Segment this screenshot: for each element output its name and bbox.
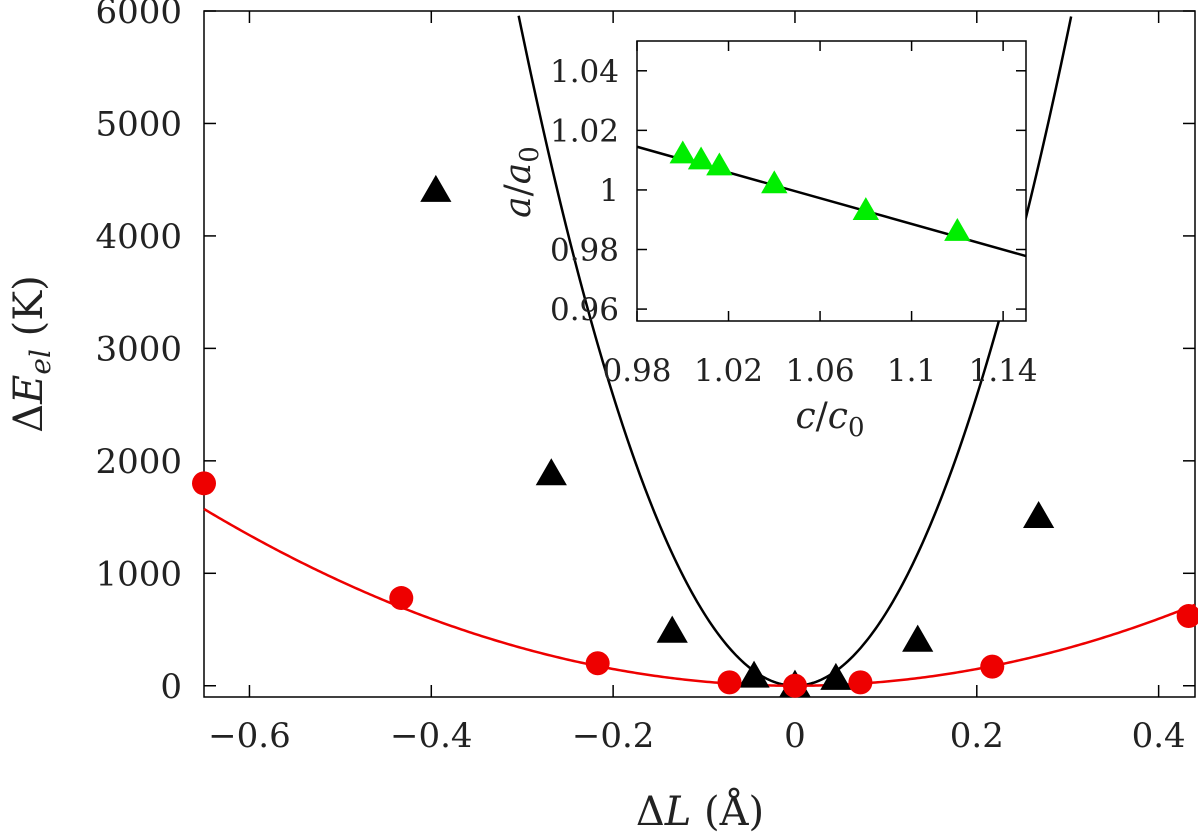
red-circles-point <box>1176 604 1198 629</box>
main-tick-marks <box>204 10 1195 697</box>
black-triangles-point <box>820 662 852 690</box>
red-circles-point <box>585 651 610 676</box>
inset-x-tick-label: 1.02 <box>694 353 763 389</box>
inset-y-tick-label: 1.04 <box>550 54 619 90</box>
main-data-points <box>192 174 1198 698</box>
red-circles-point <box>192 471 216 496</box>
inset-y-tick-label: 0.98 <box>550 233 619 269</box>
inset-data-points <box>669 140 971 241</box>
main-y-tick-label: 2000 <box>95 442 182 482</box>
black-triangles-point <box>1023 500 1055 528</box>
main-x-axis-title: ΔL (Å) <box>636 788 764 835</box>
inset-x-tick-label: 1.06 <box>786 353 855 389</box>
main-y-tick-label: 6000 <box>95 0 182 32</box>
black-triangles-point <box>420 174 452 202</box>
main-y-axis-title: ΔEel (K) <box>6 275 57 432</box>
red-circles-point <box>389 586 414 611</box>
red-circles-point <box>980 654 1005 679</box>
main-plot-frame <box>203 10 1196 698</box>
main-x-tick-label: −0.2 <box>572 716 655 756</box>
green-triangles-point <box>944 217 971 241</box>
green-triangles-point <box>761 170 788 194</box>
main-x-tick-label: 0.4 <box>1132 716 1186 756</box>
inset-x-tick-label: 0.98 <box>602 353 671 389</box>
main-y-tick-label: 4000 <box>95 217 182 257</box>
red-circles-point <box>717 670 742 695</box>
black-triangles-point <box>535 458 567 486</box>
main-y-tick-label: 1000 <box>95 554 182 594</box>
main-tick-labels: −0.6 −0.4 −0.2 0 0.2 0.4 0 1000 2000 3000 4000 5000… <box>95 0 1185 756</box>
red-circles-point <box>782 673 807 698</box>
inset-x-tick-label: 1.1 <box>887 353 936 389</box>
green-triangles-point <box>687 146 715 170</box>
inset-tick-labels: 0.98 1.02 1.06 1.1 1.14 0.96 0.98 1 1.02 1.04 <box>550 54 1038 389</box>
red-circles-point <box>848 670 873 695</box>
inset-y-tick-label: 1.02 <box>550 113 619 149</box>
main-x-tick-label: 0 <box>784 716 806 756</box>
main-y-tick-label: 3000 <box>95 329 182 369</box>
green-triangles-point <box>852 197 880 221</box>
black-triangles-point <box>738 660 770 688</box>
inset-y-tick-label: 1 <box>599 173 619 209</box>
main-y-tick-label: 5000 <box>95 104 182 144</box>
green-triangles-point <box>706 152 733 176</box>
main-x-tick-label: 0.2 <box>950 716 1004 756</box>
inset-y-axis-title: a/a0 <box>498 146 545 218</box>
inset-x-tick-label: 1.14 <box>969 353 1038 389</box>
red-circles-fit-curve <box>203 507 1196 687</box>
inset-y-tick-label: 0.96 <box>550 292 619 328</box>
inset-plot-frame <box>636 40 1027 322</box>
black-triangles-point <box>902 624 934 652</box>
inset-tick-marks <box>636 41 1026 321</box>
main-x-tick-label: −0.6 <box>208 716 291 756</box>
inset-x-axis-title: c/c0 <box>795 396 864 443</box>
black-triangles-point <box>656 615 688 643</box>
green-triangles-point <box>669 140 696 164</box>
main-y-tick-label: 0 <box>160 667 182 707</box>
main-x-tick-label: −0.4 <box>390 716 473 756</box>
